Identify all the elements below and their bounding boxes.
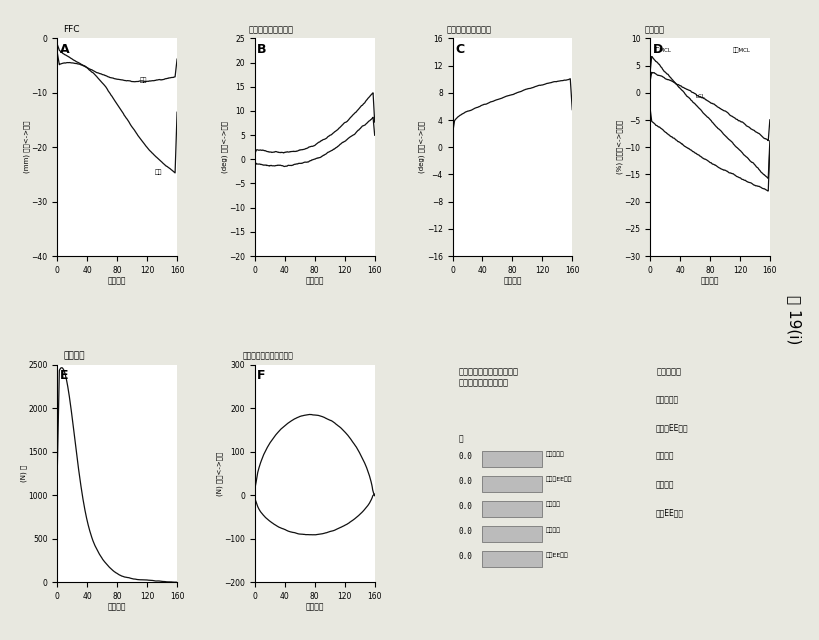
Text: 脛骨内反: 脛骨内反 [656, 480, 675, 489]
X-axis label: 屈曲角度: 屈曲角度 [108, 276, 126, 285]
Text: LCL: LCL [695, 94, 705, 99]
Text: 脛骨EE回転: 脛骨EE回転 [546, 552, 568, 557]
Text: スクロールバーを動かして
ファクターを調整する: スクロールバーを動かして ファクターを調整する [459, 367, 518, 388]
Y-axis label: (deg) 내전<->외전: (deg) 내전<->외전 [221, 121, 228, 173]
Text: 値: 値 [459, 435, 463, 444]
Text: 後方: 後方 [155, 170, 162, 175]
Text: 0.0: 0.0 [459, 477, 473, 486]
Text: C: C [455, 43, 464, 56]
Text: ファクター: ファクター [656, 367, 681, 376]
Text: 前方MCL: 前方MCL [654, 47, 672, 53]
Text: 後方MCL: 後方MCL [732, 47, 750, 53]
X-axis label: 屈曲角度: 屈曲角度 [701, 276, 719, 285]
Bar [482, 476, 542, 492]
Text: 内反／外反回転角度: 内反／外反回転角度 [446, 25, 491, 34]
Text: D: D [653, 43, 663, 56]
Text: 大腿骨内反: 大腿骨内反 [546, 452, 564, 458]
Text: F: F [257, 369, 266, 382]
Text: 大腿骨EE回転: 大腿骨EE回転 [546, 477, 572, 483]
Y-axis label: (N) 内中<->外側: (N) 内中<->外側 [216, 451, 223, 496]
Text: 脛骨内反: 脛骨内反 [546, 527, 561, 532]
Bar [482, 501, 542, 517]
Text: 大腿骨EE回転: 大腿骨EE回転 [656, 424, 689, 433]
Text: 脛骨傾斜: 脛骨傾斜 [656, 452, 675, 461]
Text: 0.0: 0.0 [459, 552, 473, 561]
Text: 0.0: 0.0 [459, 452, 473, 461]
Text: 四頭筋力: 四頭筋力 [63, 351, 85, 360]
Text: A: A [60, 43, 70, 56]
X-axis label: 屈曲角度: 屈曲角度 [108, 602, 126, 611]
Y-axis label: (mm) 후방<->전방: (mm) 후방<->전방 [24, 121, 30, 173]
Text: 大腿骨内反: 大腿骨内反 [656, 396, 679, 404]
X-axis label: 屈曲角度: 屈曲角度 [305, 602, 324, 611]
Bar [482, 526, 542, 542]
Text: 0.0: 0.0 [459, 502, 473, 511]
Text: B: B [257, 43, 267, 56]
X-axis label: 屈曲角度: 屈曲角度 [305, 276, 324, 285]
Text: 図 19(i): 図 19(i) [787, 295, 802, 345]
Text: 靭帯伸張: 靭帯伸張 [644, 25, 664, 34]
X-axis label: 屈曲角度: 屈曲角度 [503, 276, 522, 285]
Bar [482, 451, 542, 467]
Y-axis label: (N) 力: (N) 力 [20, 465, 27, 482]
Text: 内部／外部回転角度: 内部／外部回転角度 [249, 25, 294, 34]
Text: 膝蓋骨中間／側方剪断力: 膝蓋骨中間／側方剪断力 [243, 351, 294, 360]
Text: E: E [60, 369, 68, 382]
Text: 中間: 中間 [140, 77, 147, 83]
Text: 脛骨傾斜: 脛骨傾斜 [546, 502, 561, 508]
Y-axis label: (%) 이완율<->긴장율: (%) 이완율<->긴장율 [616, 120, 623, 174]
Bar [482, 551, 542, 567]
Text: FFC: FFC [63, 25, 79, 34]
Text: 脛骨EE回転: 脛骨EE回転 [656, 508, 684, 517]
Y-axis label: (deg) 내전<->외전: (deg) 내전<->외전 [419, 121, 425, 173]
Text: 0.0: 0.0 [459, 527, 473, 536]
